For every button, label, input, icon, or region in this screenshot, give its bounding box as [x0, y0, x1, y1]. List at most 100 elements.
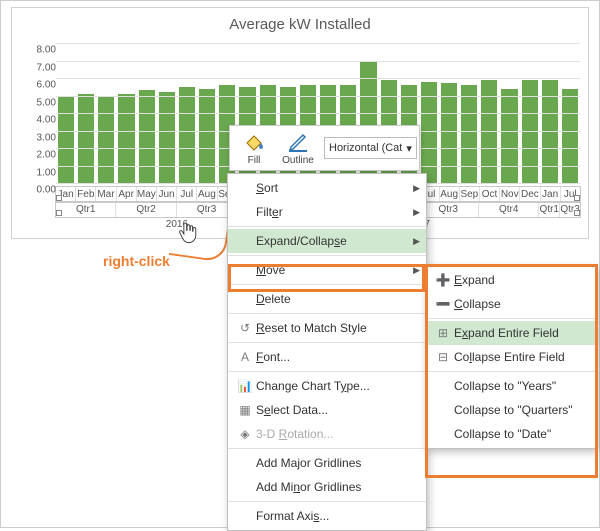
bar[interactable] — [179, 87, 195, 183]
menu-item[interactable]: Expand/Collapse▶ — [228, 229, 426, 253]
bar[interactable] — [78, 94, 94, 183]
selection-handle[interactable] — [574, 210, 580, 216]
menu-item-label: Font... — [256, 350, 290, 364]
y-tick: 4.00 — [37, 115, 56, 126]
month-label[interactable]: Dec — [519, 187, 539, 202]
menu-item-label: Expand/Collapse — [256, 234, 347, 248]
gridline — [56, 78, 580, 79]
menu-item-label: Add Minor Gridlines — [256, 480, 361, 494]
bar[interactable] — [562, 89, 578, 184]
submenu-arrow-icon: ▶ — [413, 207, 420, 218]
bar[interactable] — [159, 92, 175, 183]
selector-text: Horizontal (Cat — [329, 142, 402, 154]
menu-item[interactable]: Filter▶ — [228, 200, 426, 224]
month-label[interactable]: Apr — [116, 187, 136, 202]
quarter-label[interactable]: Qtr1 — [538, 202, 559, 217]
blank-icon — [432, 427, 454, 441]
selection-handle[interactable] — [574, 195, 580, 201]
quarter-label[interactable]: Qtr2 — [115, 202, 175, 217]
context-menu: Sort▶ Filter▶ Expand/Collapse▶ Move▶ Del… — [227, 173, 427, 531]
outline-button[interactable]: Outline — [276, 128, 320, 168]
month-label[interactable]: Aug — [439, 187, 459, 202]
year-label[interactable] — [540, 217, 580, 232]
menu-item-label: Collapse to "Date" — [454, 427, 551, 441]
menu-item-label: Add Major Gridlines — [256, 456, 361, 470]
bar[interactable] — [441, 83, 457, 183]
menu-item[interactable]: Add Major Gridlines — [228, 451, 426, 475]
blank-icon — [432, 403, 454, 417]
quarter-label[interactable]: Qtr1 — [56, 202, 115, 217]
menu-item[interactable]: Delete — [228, 287, 426, 311]
fill-button[interactable]: Fill — [232, 128, 276, 168]
blank-icon — [234, 456, 256, 470]
menu-item[interactable]: 📊Change Chart Type... — [228, 374, 426, 398]
month-label[interactable]: Jun — [156, 187, 176, 202]
bar[interactable] — [139, 90, 155, 183]
y-tick: 5.00 — [37, 97, 56, 108]
menu-item-label: Collapse Entire Field — [454, 350, 565, 364]
blank-icon — [234, 181, 256, 195]
menu-item-label: Sort — [256, 181, 278, 195]
month-label[interactable]: Oct — [479, 187, 499, 202]
month-label[interactable]: May — [136, 187, 156, 202]
menu-item[interactable]: Format Axis... — [228, 504, 426, 528]
month-label[interactable]: Sep — [459, 187, 479, 202]
bar[interactable] — [98, 96, 114, 184]
month-label[interactable]: Feb — [75, 187, 95, 202]
paint-bucket-icon — [242, 130, 266, 154]
blank-icon — [234, 234, 256, 248]
menu-item-label: Collapse — [454, 297, 501, 311]
chart-element-selector[interactable]: Horizontal (Cat ▾ — [324, 137, 417, 159]
menu-item[interactable]: ⊟Collapse Entire Field — [426, 345, 596, 369]
menu-item: ◈3-D Rotation... — [228, 422, 426, 446]
bar[interactable] — [421, 82, 437, 184]
collapse-field-icon: ⊟ — [432, 350, 454, 364]
menu-item-label: Collapse to "Years" — [454, 379, 556, 393]
menu-item[interactable]: Sort▶ — [228, 176, 426, 200]
month-label[interactable]: Jul — [176, 187, 196, 202]
bar[interactable] — [118, 94, 134, 183]
submenu-arrow-icon: ▶ — [413, 265, 420, 276]
menu-item[interactable]: Collapse to "Date" — [426, 422, 596, 446]
menu-item[interactable]: ▦Select Data... — [228, 398, 426, 422]
menu-item[interactable]: AFont... — [228, 345, 426, 369]
selection-handle[interactable] — [56, 210, 62, 216]
menu-item[interactable]: ↺Reset to Match Style — [228, 316, 426, 340]
y-tick: 7.00 — [37, 62, 56, 73]
quarter-label[interactable]: Qtr4 — [478, 202, 538, 217]
y-axis: 0.001.002.003.004.005.006.007.008.00 — [26, 50, 56, 190]
month-label[interactable]: Jan — [540, 187, 560, 202]
month-label[interactable]: Nov — [499, 187, 519, 202]
bar[interactable] — [58, 96, 74, 184]
menu-item-label: 3-D Rotation... — [256, 427, 333, 441]
expand-icon: ➕ — [432, 273, 454, 287]
y-tick: 6.00 — [37, 80, 56, 91]
expand-field-icon: ⊞ — [432, 326, 454, 340]
menu-item-label: Expand Entire Field — [454, 326, 559, 340]
blank-icon — [432, 379, 454, 393]
menu-item[interactable]: ⊞Expand Entire Field — [426, 321, 596, 345]
bar[interactable] — [199, 89, 215, 184]
blank-icon — [234, 263, 256, 277]
font-icon: A — [234, 350, 256, 364]
month-label[interactable]: Aug — [196, 187, 216, 202]
menu-item[interactable]: Collapse to "Years" — [426, 374, 596, 398]
chevron-down-icon: ▾ — [406, 142, 412, 155]
month-label[interactable]: Mar — [95, 187, 115, 202]
menu-item-label: Expand — [454, 273, 495, 287]
blank-icon — [234, 480, 256, 494]
bar[interactable] — [501, 89, 517, 184]
chart-title: Average kW Installed — [12, 8, 588, 39]
menu-item[interactable]: ➕Expand — [426, 268, 596, 292]
selection-handle[interactable] — [56, 195, 62, 201]
gridline — [56, 61, 580, 62]
menu-item-label: Change Chart Type... — [256, 379, 370, 393]
menu-item[interactable]: Collapse to "Quarters" — [426, 398, 596, 422]
y-tick: 2.00 — [37, 150, 56, 161]
menu-item[interactable]: Move▶ — [228, 258, 426, 282]
menu-item[interactable]: ➖Collapse — [426, 292, 596, 316]
menu-item[interactable]: Add Minor Gridlines — [228, 475, 426, 499]
pen-outline-icon — [286, 130, 310, 154]
select-data-icon: ▦ — [234, 403, 256, 417]
bar[interactable] — [461, 85, 477, 183]
